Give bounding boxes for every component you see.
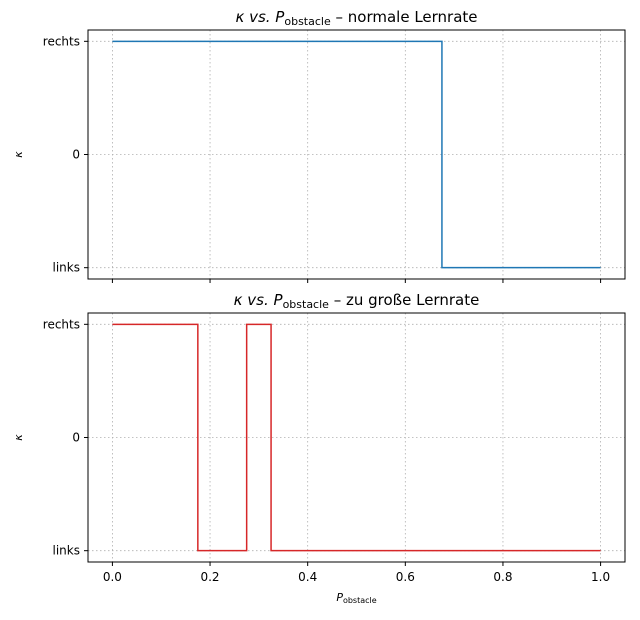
subplot-high-learning-rate: 0.0 0.2 0.4 0.6 0.8 1.0 links 0 rechts κ vs. Pob… [12, 291, 626, 605]
x-tick-label: 0.4 [298, 570, 317, 584]
x-tick-label: 0.6 [396, 570, 415, 584]
subplot-title: κ vs. Pobstacle – zu große Lernrate [234, 291, 480, 311]
y-tick-label: rechts [43, 317, 80, 331]
y-axis-label: κ [12, 151, 25, 158]
y-tick-label: 0 [72, 431, 80, 445]
subplot-normal-learning-rate: links 0 rechts κ vs. Pobstacle – normale L… [12, 8, 626, 283]
x-tick-label: 0.0 [103, 570, 122, 584]
x-tick-label: 1.0 [591, 570, 610, 584]
y-tick-label: rechts [43, 34, 80, 48]
series-step-line [112, 40, 601, 269]
x-axis-label: Pobstacle [336, 591, 376, 605]
y-tick-label: 0 [72, 148, 80, 162]
x-tick-label: 0.8 [493, 570, 512, 584]
y-tick-label: links [53, 261, 80, 275]
y-axis-label: κ [12, 434, 25, 441]
y-tick-label: links [53, 544, 80, 558]
subplot-title: κ vs. Pobstacle – normale Lernrate [235, 8, 477, 28]
x-tick-label: 0.2 [200, 570, 219, 584]
series-step-line [112, 323, 601, 552]
